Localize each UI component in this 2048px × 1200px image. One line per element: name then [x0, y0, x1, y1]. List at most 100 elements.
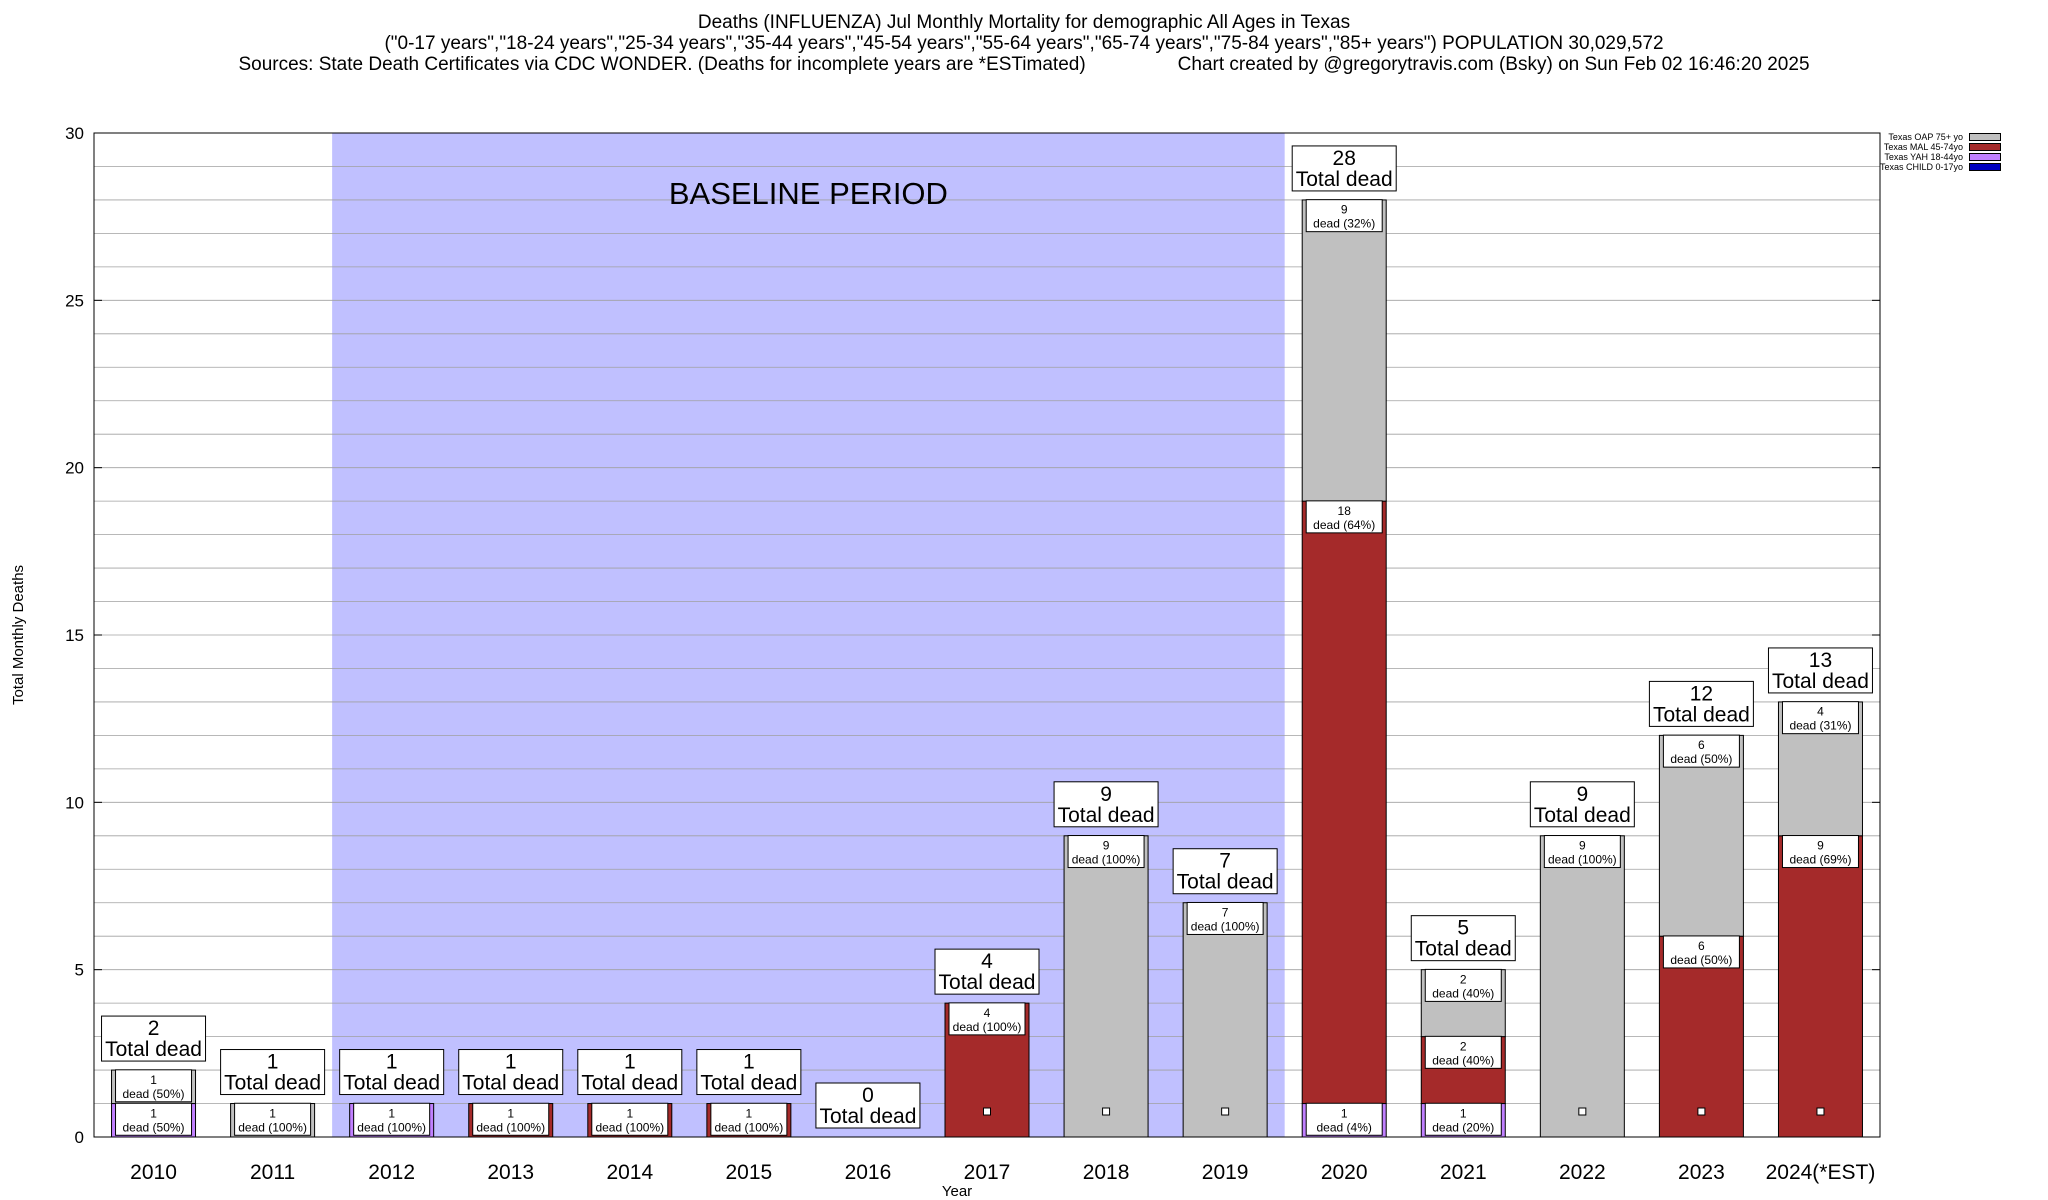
y-tick-label: 5 — [75, 961, 84, 980]
x-tick-label: 2011 — [250, 1161, 295, 1184]
total-label-count: 1 — [505, 1051, 517, 1074]
segment-label-text: dead (20%) — [1432, 1120, 1494, 1134]
segment-label-box — [115, 1102, 193, 1136]
total-label-box — [101, 1015, 207, 1062]
segment-label-text: dead (31%) — [1789, 719, 1851, 733]
total-label-count: 2 — [148, 1017, 160, 1040]
x-tick-label: 2010 — [130, 1161, 177, 1184]
total-label-count: 9 — [1576, 783, 1588, 806]
segment-label-count: 1 — [269, 1106, 276, 1120]
total-label-text: Total dead — [819, 1105, 916, 1128]
segment-label-box — [234, 1102, 312, 1136]
total-label-box — [577, 1049, 683, 1096]
y-tick-label: 15 — [65, 626, 84, 645]
x-tick-label: 2022 — [1559, 1161, 1606, 1184]
sources-text: Sources: State Death Certificates via CD… — [238, 54, 1086, 75]
y-axis-label: Total Monthly Deaths — [10, 565, 27, 705]
total-label-text: Total dead — [224, 1072, 321, 1095]
chart-header: Deaths (INFLUENZA) Jul Monthly Mortality… — [0, 12, 2048, 75]
bar-segment — [1182, 902, 1268, 1138]
total-label-text: Total dead — [700, 1072, 797, 1095]
x-tick-label: 2013 — [487, 1161, 534, 1184]
total-label-count: 5 — [1457, 917, 1469, 940]
legend-item-mal: Texas MAL 45-74yo — [1880, 142, 2002, 152]
total-label-text: Total dead — [1653, 703, 1750, 726]
x-tick-label: 2017 — [964, 1161, 1011, 1184]
segment-label-count: 7 — [1222, 905, 1229, 919]
x-tick-label: 2018 — [1083, 1161, 1130, 1184]
segment-label-text: dead (100%) — [595, 1120, 664, 1134]
chart-title: Deaths (INFLUENZA) Jul Monthly Mortality… — [697, 12, 1351, 33]
segment-label-text: dead (50%) — [123, 1120, 185, 1134]
x-tick-label: 2023 — [1678, 1161, 1725, 1184]
segment-label-text: dead (100%) — [476, 1120, 545, 1134]
segment-label-count: 2 — [1460, 972, 1467, 986]
segment-label-box — [1186, 901, 1264, 935]
segment-label-text: dead (50%) — [123, 1087, 185, 1101]
bar-segment — [1658, 935, 1744, 1138]
segment-label-text: dead (100%) — [238, 1120, 307, 1134]
total-label-text: Total dead — [105, 1038, 202, 1061]
y-tick-label: 0 — [75, 1128, 84, 1147]
total-label-box — [934, 948, 1040, 995]
x-tick-label: 2024(*EST) — [1766, 1161, 1876, 1184]
total-label-box — [339, 1049, 445, 1096]
x-tick-label: 2012 — [368, 1161, 415, 1184]
segment-label-box — [1305, 500, 1383, 534]
total-label-count: 7 — [1219, 850, 1231, 873]
total-label-text: Total dead — [462, 1072, 559, 1095]
segment-label-box — [1424, 1102, 1502, 1136]
total-label-box — [1410, 915, 1516, 962]
legend-swatch — [1969, 133, 2002, 141]
total-label-count: 1 — [743, 1051, 755, 1074]
segment-label-text: dead (32%) — [1313, 217, 1375, 231]
total-label-count: 28 — [1333, 147, 1356, 170]
segment-label-count: 9 — [1341, 203, 1348, 217]
total-label-count: 1 — [624, 1051, 636, 1074]
legend-label: Texas MAL 45-74yo — [1883, 142, 1964, 152]
x-tick-label: 2015 — [726, 1161, 773, 1184]
total-label-text: Total dead — [1177, 871, 1274, 894]
total-label-box — [1172, 848, 1278, 895]
segment-label-text: dead (50%) — [1670, 752, 1732, 766]
legend-label: Texas OAP 75+ yo — [1888, 132, 1964, 142]
total-label-text: Total dead — [1415, 938, 1512, 961]
x-tick-label: 2016 — [845, 1161, 892, 1184]
segment-label-box — [1424, 1035, 1502, 1069]
legend-label: Texas YAH 18-44yo — [1884, 152, 1964, 162]
bar-marker — [1221, 1107, 1230, 1116]
total-label-text: Total dead — [343, 1072, 440, 1095]
segment-label-text: dead (4%) — [1317, 1120, 1372, 1134]
segment-label-box — [353, 1102, 431, 1136]
y-tick-label: 30 — [65, 124, 84, 143]
segment-label-count: 1 — [746, 1106, 753, 1120]
segment-label-count: 1 — [1460, 1106, 1467, 1120]
bar-segment — [1301, 199, 1387, 502]
bar-marker — [983, 1107, 991, 1116]
segment-label-text: dead (69%) — [1789, 853, 1851, 867]
segment-label-text: dead (100%) — [715, 1120, 784, 1134]
segment-label-box — [115, 1069, 193, 1103]
segment-label-count: 1 — [1341, 1106, 1348, 1120]
total-label-box — [1767, 647, 1873, 694]
segment-label-text: dead (40%) — [1432, 986, 1494, 1000]
bar-segment — [1063, 835, 1149, 1138]
credit-text: Chart created by @gregorytravis.com (Bsk… — [1177, 54, 1810, 75]
segment-label-box — [1781, 701, 1859, 735]
bar-segment — [1301, 500, 1387, 1105]
total-label-text: Total dead — [1058, 804, 1155, 827]
segment-label-text: dead (100%) — [1191, 919, 1260, 933]
segment-label-box — [1781, 835, 1859, 869]
bar-segment — [1777, 835, 1863, 1138]
segment-label-box — [710, 1102, 788, 1136]
segment-label-count: 6 — [1698, 939, 1705, 953]
x-tick-label: 2021 — [1440, 1161, 1487, 1184]
segment-label-count: 9 — [1579, 839, 1586, 853]
segment-label-count: 18 — [1338, 504, 1352, 518]
y-tick-label: 10 — [65, 793, 84, 812]
segment-label-text: dead (40%) — [1432, 1053, 1494, 1067]
segment-label-count: 4 — [1817, 705, 1824, 719]
bar-segment — [1539, 835, 1625, 1138]
segment-label-box — [1543, 835, 1621, 869]
